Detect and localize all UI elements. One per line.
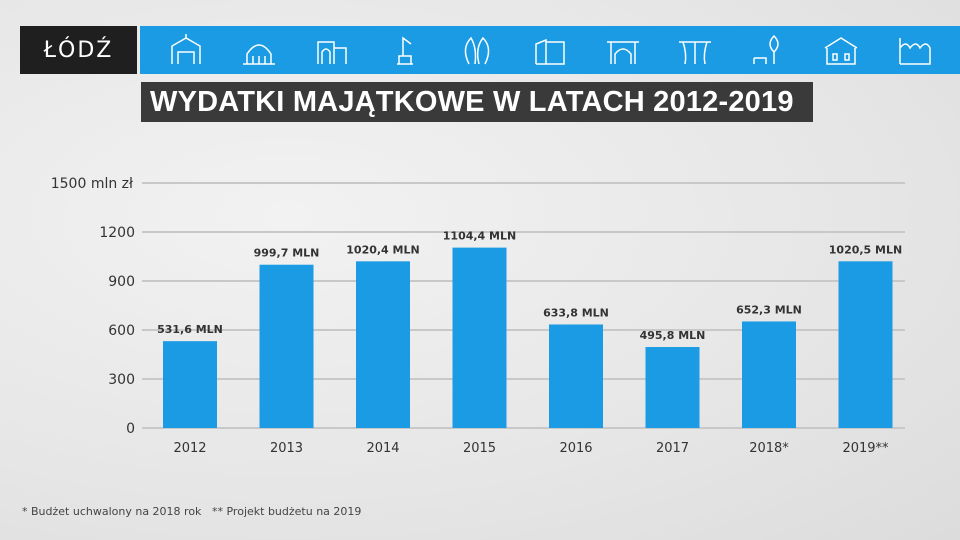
x-tick-label: 2018* bbox=[749, 441, 789, 456]
y-tick-label: 1500 mln zł bbox=[51, 176, 133, 192]
data-label: 999,7 MLN bbox=[254, 247, 320, 260]
x-tick-label: 2019** bbox=[842, 441, 889, 456]
footnote-2018: * Budżet uchwalony na 2018 rok bbox=[22, 505, 202, 518]
x-tick-label: 2016 bbox=[559, 441, 592, 456]
bar-2012 bbox=[163, 341, 217, 428]
modern-building-icon bbox=[535, 38, 565, 65]
data-label: 1104,4 MLN bbox=[443, 230, 516, 243]
x-tick-label: 2015 bbox=[463, 441, 496, 456]
data-label: 495,8 MLN bbox=[640, 329, 706, 342]
arcade-icon bbox=[606, 41, 639, 64]
park-bench-tree-icon bbox=[753, 34, 779, 64]
bar-2016 bbox=[549, 324, 603, 428]
data-label: 1020,4 MLN bbox=[346, 243, 419, 256]
bar-2015 bbox=[452, 247, 507, 428]
landmark-icon-band bbox=[140, 26, 960, 74]
palace-icon bbox=[824, 37, 858, 65]
bar-2017 bbox=[645, 347, 700, 428]
data-label: 1020,5 MLN bbox=[829, 243, 902, 256]
data-label: 652,3 MLN bbox=[736, 303, 802, 316]
lodz-logo: ŁÓDŹ bbox=[20, 26, 137, 74]
y-tick-label: 1200 bbox=[99, 225, 135, 241]
x-tick-label: 2012 bbox=[173, 441, 206, 456]
bar-2014 bbox=[356, 261, 410, 428]
bar-2019** bbox=[838, 261, 893, 428]
monument-icon bbox=[396, 36, 413, 65]
chart-title: WYDATKI MAJĄTKOWE W LATACH 2012-2019 bbox=[141, 82, 813, 122]
y-tick-label: 0 bbox=[126, 421, 135, 437]
sculpture-icon bbox=[464, 36, 490, 65]
logo-text: ŁÓDŹ bbox=[43, 37, 114, 63]
gate-icon bbox=[171, 34, 202, 64]
footnote-2019: ** Projekt budżetu na 2019 bbox=[212, 505, 362, 518]
y-tick-label: 600 bbox=[108, 323, 135, 339]
y-tick-label: 900 bbox=[108, 274, 135, 290]
x-tick-label: 2013 bbox=[270, 441, 303, 456]
factory-icon bbox=[898, 38, 931, 65]
data-label: 531,6 MLN bbox=[157, 323, 223, 336]
data-label: 633,8 MLN bbox=[543, 306, 609, 319]
x-tick-label: 2014 bbox=[366, 441, 399, 456]
canopy-icon bbox=[679, 41, 712, 65]
y-tick-label: 300 bbox=[108, 372, 135, 388]
bar-2013 bbox=[259, 264, 314, 428]
bar-2018* bbox=[742, 321, 796, 428]
station-dome-icon bbox=[243, 44, 276, 65]
x-tick-label: 2017 bbox=[656, 441, 689, 456]
building-facade-icon bbox=[317, 41, 347, 64]
